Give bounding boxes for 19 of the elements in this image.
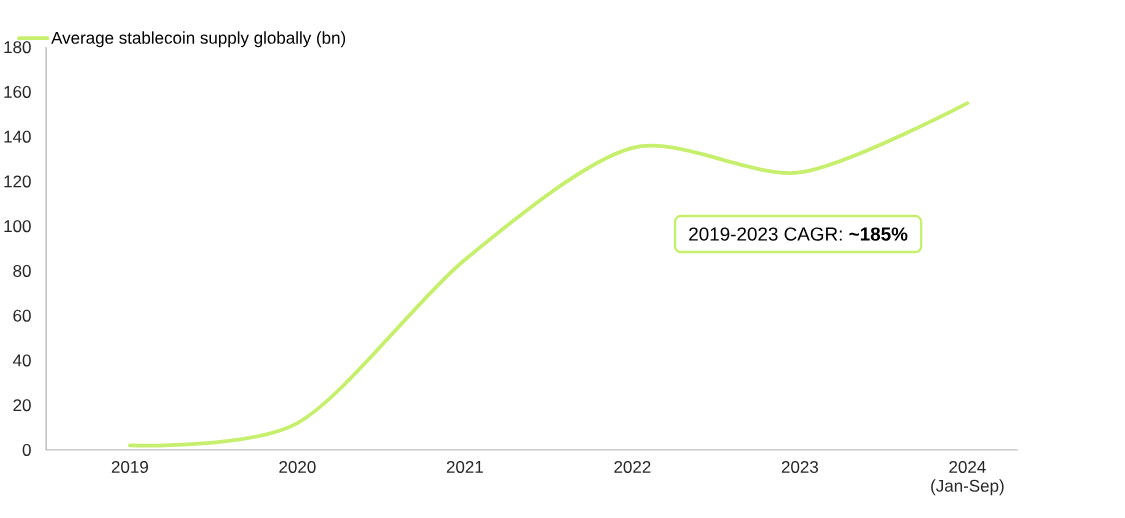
y-tick-label: 100 [4,220,31,233]
legend-label: Average stablecoin supply globally (bn) [51,31,346,48]
annotation: 2019-2023 CAGR: ~185% [689,227,908,241]
y-tick-label: 60 [13,309,31,322]
y-tick-label: 20 [13,399,31,412]
y-tick-label: 140 [4,130,31,143]
x-tick-label: 2022 [614,461,651,474]
y-tick-label: 40 [12,354,31,367]
x-tick-label: 2021 [446,461,483,474]
y-tick-label: 180 [4,41,31,54]
y-tick-label: 80 [13,264,31,278]
x-tick-label: 2020 [279,461,316,474]
x-tick-label: 2019 [111,461,148,474]
y-tick-label: 0 [22,443,31,457]
y-tick-label: 120 [4,175,31,188]
x-tick-label: 2024 (Jan-Sep) [931,461,1004,496]
line-series [127,101,970,448]
x-tick-label: 2023 [781,461,819,474]
y-tick-label: 160 [4,85,31,98]
